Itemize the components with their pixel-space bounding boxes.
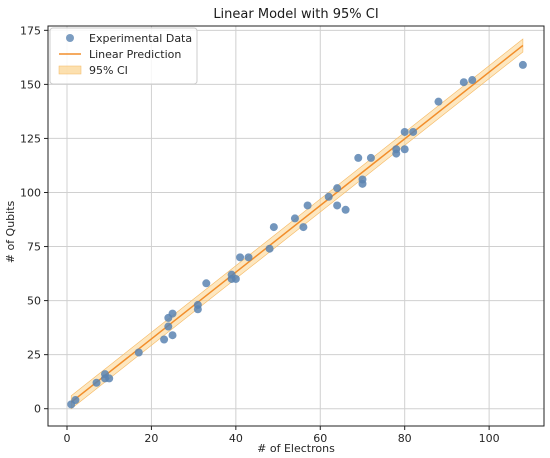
data-point-5 (105, 374, 114, 383)
data-point-14 (202, 279, 211, 288)
y-tick-label-125: 125 (20, 132, 41, 145)
data-point-8 (164, 322, 173, 331)
data-point-36 (400, 127, 409, 136)
y-tick-label-150: 150 (20, 78, 41, 91)
plot-frame (47, 25, 545, 427)
x-tick-label-20: 20 (144, 432, 158, 445)
legend: Experimental Data Linear Prediction 95% … (49, 27, 198, 85)
data-point-35 (400, 145, 409, 154)
y-tick-label-100: 100 (20, 186, 41, 199)
legend-label-ci: 95% CI (89, 64, 128, 77)
legend-box (49, 27, 198, 85)
data-point-21 (269, 223, 278, 232)
y-tick-label-175: 175 (20, 24, 41, 37)
y-tick-label-0: 0 (34, 403, 41, 416)
y-axis-label: # of Qubits (4, 200, 17, 263)
data-point-27 (333, 201, 342, 210)
x-tick-label-80: 80 (398, 432, 412, 445)
x-tick-label-100: 100 (479, 432, 500, 445)
prediction-line-layer (70, 44, 524, 403)
data-point-31 (358, 179, 367, 188)
data-point-29 (354, 153, 363, 162)
data-point-39 (459, 78, 468, 87)
data-point-19 (244, 253, 253, 262)
y-tick-label-50: 50 (27, 295, 41, 308)
y-tick-label-75: 75 (27, 241, 41, 254)
data-point-23 (299, 223, 308, 232)
data-point-34 (392, 145, 401, 154)
data-point-18 (236, 253, 245, 262)
data-point-1 (71, 396, 80, 405)
data-point-11 (168, 331, 177, 340)
data-point-24 (303, 201, 312, 210)
data-point-13 (193, 300, 202, 309)
x-axis-ticks: 0 20 40 60 80 100 (63, 426, 500, 445)
data-point-37 (409, 127, 418, 136)
y-axis-ticks: 0 25 50 75 100 125 150 175 (20, 24, 48, 416)
data-point-26 (333, 184, 342, 193)
prediction-line (70, 44, 524, 403)
data-point-7 (160, 335, 169, 344)
x-axis-label: # of Electrons (257, 442, 335, 455)
data-point-10 (168, 309, 177, 318)
legend-label-linear-prediction: Linear Prediction (89, 48, 181, 61)
data-point-40 (468, 76, 477, 85)
data-points-layer (67, 60, 527, 409)
legend-marker-ci (58, 65, 82, 75)
data-point-6 (134, 348, 143, 357)
data-point-22 (290, 214, 299, 223)
chart-title: Linear Model with 95% CI (213, 7, 378, 22)
data-point-28 (341, 205, 350, 214)
legend-marker-experimental-data (66, 34, 74, 42)
data-point-17 (231, 274, 240, 283)
legend-label-experimental-data: Experimental Data (89, 32, 192, 45)
x-tick-label-40: 40 (229, 432, 243, 445)
y-tick-label-25: 25 (27, 349, 41, 362)
data-point-41 (518, 60, 527, 69)
data-point-38 (434, 97, 443, 106)
x-tick-label-60: 60 (313, 432, 327, 445)
data-point-25 (324, 192, 333, 201)
data-point-2 (92, 378, 101, 387)
x-tick-label-0: 0 (63, 432, 70, 445)
data-point-32 (366, 153, 375, 162)
data-point-20 (265, 244, 274, 253)
